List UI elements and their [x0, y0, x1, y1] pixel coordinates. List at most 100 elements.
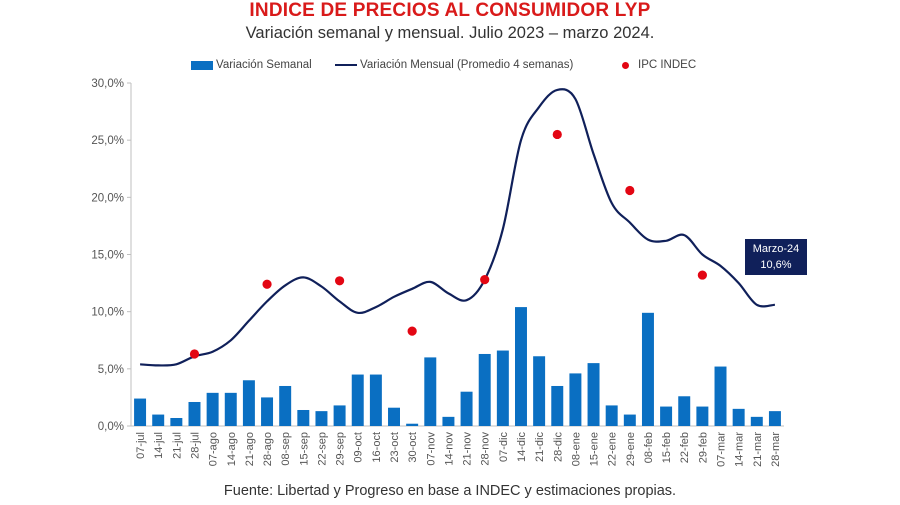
bar [188, 401, 201, 426]
x-tick-label: 08-ene [570, 432, 582, 466]
indec-point [625, 185, 635, 196]
x-tick-label: 28-jul [189, 432, 201, 459]
bar [460, 391, 473, 426]
x-tick-label: 21-dic [534, 432, 546, 462]
legend-bar-swatch [191, 60, 213, 70]
chart-title: INDICE DE PRECIOS AL CONSUMIDOR LYP [249, 0, 651, 21]
bar [569, 373, 582, 426]
legend-item-weekly: Variación Semanal [191, 56, 312, 74]
bar [750, 416, 763, 426]
indec-point [552, 129, 562, 140]
callout-value: 10,6% [760, 259, 792, 271]
y-tick-label: 5,0% [98, 364, 124, 376]
y-tick-label: 25,0% [91, 135, 124, 147]
x-tick-label: 22-ene [607, 432, 619, 466]
bar [442, 416, 455, 426]
x-tick-label: 14-mar [734, 432, 746, 467]
bar [551, 385, 564, 426]
x-tick-label: 07-dic [498, 432, 510, 462]
x-tick-label: 07-mar [716, 432, 728, 467]
bar [333, 405, 346, 426]
bar [170, 417, 183, 426]
bar [696, 406, 709, 426]
legend-dot-swatch [622, 61, 629, 69]
bar [605, 405, 618, 426]
x-tick-label: 29-sep [335, 432, 347, 466]
chart-plot: 0,0% 5,0% 10,0% 15,0% 20,0% 25,0% 30,0% 07-jul 1… [91, 78, 784, 467]
bar [315, 411, 328, 426]
x-tick-label: 22-sep [316, 432, 328, 466]
x-tick-label: 07-ago [208, 432, 220, 466]
bar [478, 353, 491, 426]
x-tick-label: 28-mar [770, 432, 782, 467]
indec-point [334, 276, 345, 286]
y-tick-label: 20,0% [91, 192, 124, 204]
bar [533, 356, 546, 426]
bar [206, 392, 219, 426]
y-tick-label: 30,0% [91, 78, 124, 90]
chart-subtitle: Variación semanal y mensual. Julio 2023 … [245, 24, 655, 42]
monthly-line [140, 88, 776, 367]
x-tick-label: 21-jul [171, 432, 183, 459]
y-tick-label: 0,0% [98, 421, 124, 433]
bar [714, 366, 727, 426]
bar [660, 406, 673, 426]
x-tick-label: 15-ene [589, 432, 601, 466]
bar [388, 407, 400, 426]
bar [406, 423, 419, 426]
legend-label-monthly: Variación Mensual (Promedio 4 semanas) [360, 59, 574, 71]
y-tick-label: 10,0% [91, 307, 124, 319]
x-tick-label: 08-sep [280, 432, 292, 466]
bar [641, 312, 654, 426]
x-tick-label: 23-oct [389, 432, 401, 463]
x-tick-label: 21-ago [244, 432, 256, 466]
x-tick-label: 29-ene [625, 432, 637, 466]
bar [152, 414, 165, 426]
x-tick-label: 07-nov [425, 432, 437, 466]
x-tick-label: 21-mar [752, 432, 764, 467]
bar [224, 392, 237, 426]
legend-item-indec: IPC INDEC [622, 56, 696, 74]
indec-point [480, 275, 490, 285]
x-tick-label: 09-oct [353, 432, 365, 463]
x-tick-label: 15-sep [298, 432, 310, 466]
x-tick-label: 22-feb [679, 432, 691, 463]
legend-label-weekly: Variación Semanal [216, 59, 312, 71]
indec-point [697, 270, 707, 280]
bar [623, 414, 636, 426]
x-tick-label: 21-nov [462, 432, 474, 466]
indec-point [262, 279, 272, 289]
x-tick-label: 29-feb [697, 432, 709, 463]
bar [369, 374, 382, 426]
bar [732, 408, 745, 426]
x-tick-label: 14-jul [153, 432, 165, 459]
bar [678, 396, 691, 426]
indec-point [407, 326, 417, 336]
y-tick-label: 15,0% [91, 250, 124, 262]
x-tick-label: 14-ago [226, 432, 238, 466]
bar [351, 374, 364, 426]
indec-point [189, 349, 200, 359]
x-tick-label: 15-feb [661, 432, 673, 463]
bar [496, 350, 509, 426]
chart-legend: Variación Semanal Variación Mensual (Pro… [0, 56, 900, 74]
annotation-callout: Marzo-24 10,6% [745, 239, 807, 275]
x-tick-label: 28-dic [552, 432, 564, 462]
bar [297, 409, 310, 426]
callout-label: Marzo-24 [752, 243, 800, 255]
x-tick-label: 14-nov [443, 432, 455, 466]
bar [242, 380, 255, 426]
chart-source: Fuente: Libertad y Progreso en base a IN… [223, 483, 677, 499]
x-tick-label: 07-jul [135, 432, 147, 459]
x-tick-label: 30-oct [407, 432, 419, 463]
legend-line-swatch [335, 64, 357, 66]
bar [134, 398, 147, 426]
bar [515, 307, 527, 426]
x-tick-label: 08-feb [643, 432, 655, 463]
x-tick-label: 14-dic [516, 432, 528, 462]
x-tick-label: 28-nov [480, 432, 492, 466]
x-tick-label: 28-ago [262, 432, 274, 466]
bar [424, 357, 437, 426]
bar [768, 411, 781, 426]
legend-label-indec: IPC INDEC [638, 59, 697, 71]
